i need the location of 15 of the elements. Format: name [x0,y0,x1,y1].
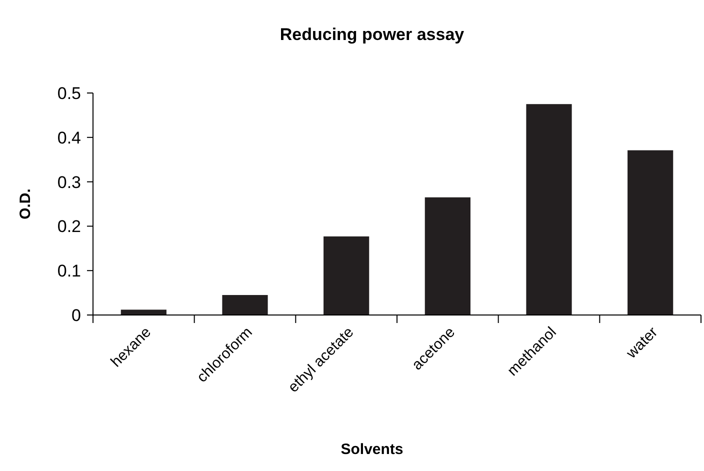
y-tick-label: 0.2 [57,217,81,236]
y-tick-label: 0.3 [57,172,81,192]
y-tick-label: 0.5 [57,84,81,103]
bar [324,236,370,315]
x-axis-title: Solvents [340,441,404,458]
chart-title: Reducing power assay [280,25,465,44]
bar [628,150,674,315]
y-axis-title: O.D. [17,188,34,220]
y-tick-label: 0.1 [57,262,81,281]
y-tick-label: 0 [72,306,81,325]
bar [222,295,268,315]
bar [526,104,572,315]
bar [424,197,470,315]
y-tick-label: 0.4 [57,128,81,148]
bar [120,310,166,315]
